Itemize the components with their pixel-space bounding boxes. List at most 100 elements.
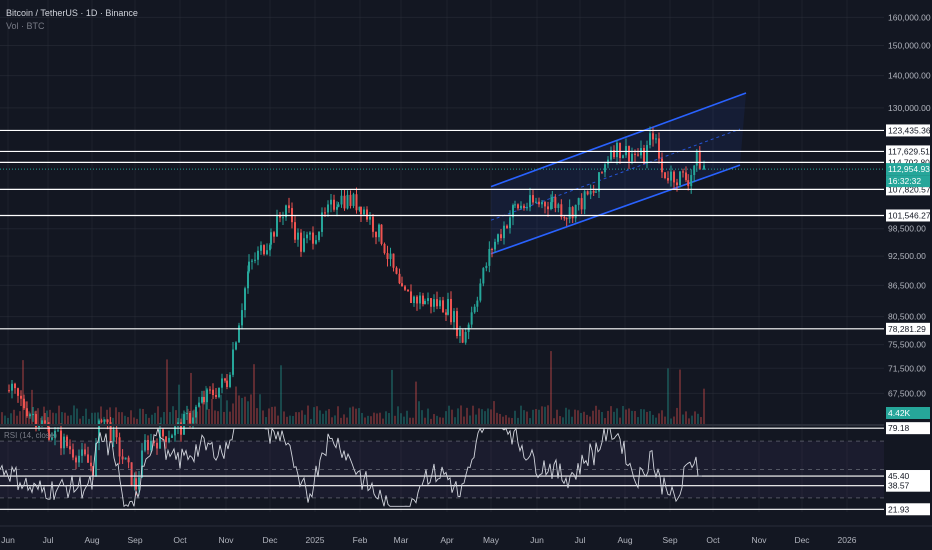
candle: [470, 306, 473, 328]
volume-bar: [418, 401, 420, 424]
time-tick-label: Oct: [173, 535, 187, 545]
candle-body: [254, 259, 256, 261]
candle-body: [215, 394, 217, 398]
candle: [14, 382, 16, 394]
volume-bar: [385, 411, 387, 424]
candle: [174, 424, 176, 442]
volume-bar: [496, 412, 498, 424]
candle-body: [209, 389, 211, 391]
candle: [610, 146, 612, 162]
candle-body: [29, 414, 31, 417]
volume-bar: [220, 394, 222, 424]
volume-bar: [295, 412, 297, 424]
candle: [658, 132, 660, 164]
volume-bar: [397, 406, 399, 424]
candle: [336, 201, 338, 217]
volume-bar: [238, 395, 240, 424]
volume-bar: [364, 417, 366, 424]
candle: [78, 449, 80, 467]
volume-bar: [412, 417, 414, 424]
candle: [273, 230, 275, 243]
volume-bar: [115, 407, 117, 424]
candle: [100, 418, 103, 423]
candle: [604, 163, 606, 178]
candle-body: [257, 250, 259, 260]
price-tick-label: 80,500.00: [888, 312, 926, 322]
volume-bar: [622, 405, 624, 424]
volume-bar: [529, 418, 531, 424]
candle: [29, 412, 31, 419]
candle: [133, 472, 136, 491]
candle-body: [336, 206, 338, 210]
volume-bar: [679, 369, 681, 424]
candle: [330, 194, 332, 213]
volume-bar: [148, 417, 150, 424]
volume-bar: [640, 409, 642, 424]
volume-bar: [652, 414, 654, 424]
candle-body: [297, 232, 299, 240]
candle-body: [690, 175, 693, 187]
candle-body: [695, 150, 698, 166]
price-tick-label: 150,000.00: [888, 41, 931, 51]
candle-body: [673, 171, 675, 183]
candle: [497, 233, 499, 245]
candle-body: [445, 312, 447, 315]
candle-body: [514, 204, 516, 206]
candle-body: [346, 194, 349, 209]
candle: [693, 164, 696, 183]
candle: [482, 267, 485, 287]
volume-bar: [493, 401, 495, 424]
candle: [422, 292, 424, 307]
candle: [144, 434, 146, 453]
candle-body: [189, 412, 191, 424]
volume-bar: [481, 409, 483, 424]
candle-body: [48, 426, 50, 440]
candle-body: [38, 425, 40, 428]
candle: [568, 199, 571, 224]
volume-bar: [226, 400, 228, 424]
candle: [90, 455, 92, 472]
candle-body: [436, 299, 438, 307]
candle: [643, 144, 645, 165]
candle: [81, 442, 83, 463]
volume-bar: [250, 394, 252, 424]
volume-bar: [406, 410, 408, 424]
volume-bar: [289, 415, 291, 424]
candle-body: [235, 342, 237, 350]
volume-bar: [313, 407, 315, 424]
candle: [679, 171, 681, 188]
candle-body: [282, 217, 284, 219]
channel-fill: [491, 93, 746, 254]
candle: [622, 154, 624, 159]
volume-bar: [175, 410, 177, 424]
candle-body: [159, 429, 161, 449]
candle: [563, 215, 566, 221]
volume-bar: [355, 408, 357, 424]
volume-bar: [16, 415, 18, 424]
channel-upper-line: [490, 92, 747, 188]
candle: [337, 202, 340, 208]
candle-body: [419, 295, 421, 304]
candle: [517, 203, 519, 211]
candle-body: [337, 204, 340, 207]
candle: [198, 396, 200, 408]
countdown-label: 16:32:32: [888, 176, 921, 186]
symbol-title[interactable]: Bitcoin / TetherUS · 1D · Binance: [6, 8, 138, 18]
candle-body: [685, 172, 687, 181]
candle: [682, 168, 684, 178]
candle-body: [26, 408, 28, 417]
candle-body: [203, 396, 205, 403]
volume-bar: [646, 411, 648, 424]
price-tick-label: 67,500.00: [888, 388, 926, 398]
volume-bar: [298, 412, 300, 424]
volume-bar: [325, 410, 327, 424]
candle-body: [78, 455, 80, 463]
candle: [685, 166, 687, 183]
last-price-label-bg: [886, 163, 930, 176]
last-price-label: 112,954.93: [888, 164, 930, 174]
candle-body: [464, 331, 467, 343]
candle: [667, 171, 669, 184]
candle-body: [11, 383, 13, 391]
candle-body: [693, 165, 696, 176]
candle-body: [422, 295, 424, 305]
